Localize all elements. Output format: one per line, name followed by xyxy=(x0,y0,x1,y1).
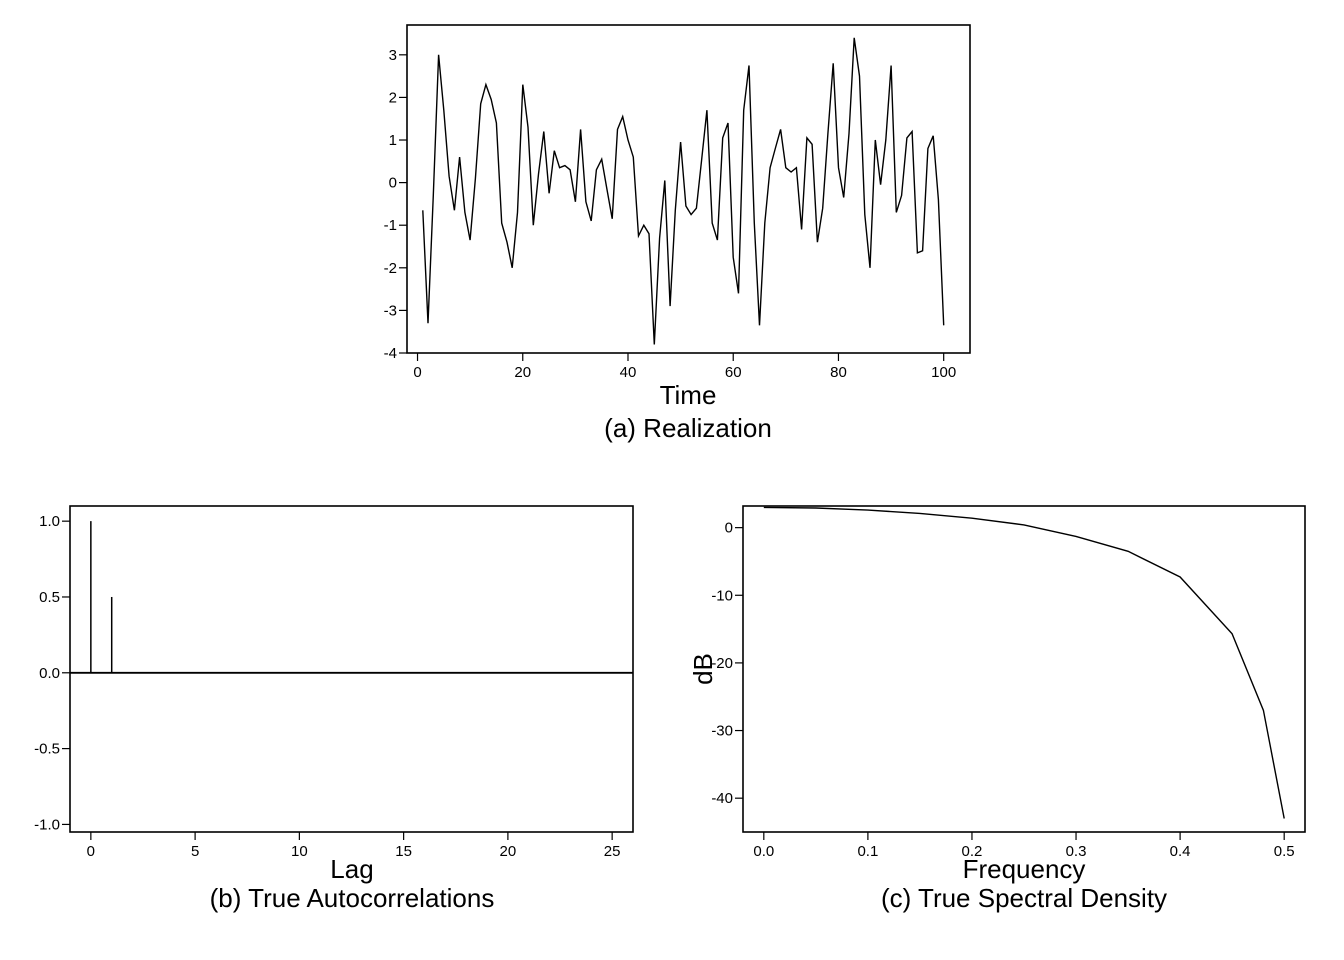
autocorrelation-x-tick-label: 20 xyxy=(500,843,517,860)
realization-x-tick-label: 100 xyxy=(931,364,956,381)
spectral-density-y-tick-label: -20 xyxy=(711,655,733,672)
realization-y-tick-label: 2 xyxy=(389,89,397,106)
realization-y-tick-label: -2 xyxy=(384,260,397,277)
spectral-density-caption: (c) True Spectral Density xyxy=(881,883,1167,913)
autocorrelation-y-tick-label: -0.5 xyxy=(34,741,60,758)
realization-series-line xyxy=(422,37,945,345)
spectral-density-y-tick-label: -40 xyxy=(711,790,733,807)
spectral-density-x-ticks: 0.0 0.1 0.2 0.3 0.4 0.5 xyxy=(753,832,1295,860)
spectral-density-x-tick-label: 0.1 xyxy=(857,843,878,860)
autocorrelation-x-tick-label: 10 xyxy=(291,843,308,860)
realization-x-tick-label: 0 xyxy=(413,364,421,381)
realization-caption: (a) Realization xyxy=(604,413,772,443)
spectral-density-y-axis-label: dB xyxy=(688,653,718,685)
spectral-density-x-tick-label: 0.2 xyxy=(962,843,983,860)
autocorrelation-x-ticks: 0 5 10 15 20 25 xyxy=(87,832,621,860)
spectral-density-curve xyxy=(763,506,1285,819)
autocorrelation-y-tick-label: 1.0 xyxy=(39,513,60,530)
spectral-density-y-ticks: 0 -10 -20 -30 -40 xyxy=(711,520,743,807)
autocorrelation-plot-frame xyxy=(69,505,634,833)
spectral-density-x-tick-label: 0.3 xyxy=(1066,843,1087,860)
realization-x-tick-label: 20 xyxy=(514,364,531,381)
realization-y-tick-label: 3 xyxy=(389,47,397,64)
realization-x-axis-label: Time xyxy=(660,380,717,410)
spectral-density-x-axis-label: Frequency xyxy=(963,854,1086,884)
realization-y-tick-label: -3 xyxy=(384,302,397,319)
realization-y-tick-label: -4 xyxy=(384,345,397,362)
autocorrelation-x-tick-label: 15 xyxy=(395,843,412,860)
autocorrelation-x-tick-label: 25 xyxy=(604,843,621,860)
realization-x-ticks: 0 20 40 60 80 100 xyxy=(413,353,956,381)
realization-plot-frame xyxy=(406,24,971,354)
spectral-density-y-tick-label: -10 xyxy=(711,587,733,604)
autocorrelation-x-axis-label: Lag xyxy=(330,854,373,884)
autocorrelation-y-tick-label: 0.0 xyxy=(39,665,60,682)
spectral-density-x-tick-label: 0.4 xyxy=(1170,843,1191,860)
spectral-density-panel: 0.0 0.1 0.2 0.3 0.4 0.5 0 -10 -20 -30 -40 Frequen… xyxy=(688,505,1306,913)
spectral-density-x-tick-label: 0.5 xyxy=(1274,843,1295,860)
autocorrelation-x-tick-label: 5 xyxy=(191,843,199,860)
autocorrelation-panel: 0 5 10 15 20 25 1.0 0.5 0.0 -0.5 -1.0 Lag (b) Tru… xyxy=(34,505,634,913)
autocorrelation-y-tick-label: 0.5 xyxy=(39,589,60,606)
spectral-density-x-tick-label: 0.0 xyxy=(753,843,774,860)
autocorrelation-caption: (b) True Autocorrelations xyxy=(210,883,495,913)
realization-y-tick-label: 1 xyxy=(389,132,397,149)
autocorrelation-y-ticks: 1.0 0.5 0.0 -0.5 -1.0 xyxy=(34,513,70,833)
autocorrelation-x-tick-label: 0 xyxy=(87,843,95,860)
autocorrelation-y-tick-label: -1.0 xyxy=(34,816,60,833)
spectral-density-y-tick-label: -30 xyxy=(711,723,733,740)
realization-x-tick-label: 40 xyxy=(620,364,637,381)
realization-y-tick-label: -1 xyxy=(384,217,397,234)
spectral-density-plot-frame xyxy=(742,505,1306,833)
autocorrelation-bars xyxy=(90,521,113,673)
realization-x-tick-label: 60 xyxy=(725,364,742,381)
realization-panel: 0 20 40 60 80 100 3 2 1 0 -1 -2 -3 -4 Time (a) Reali… xyxy=(384,24,971,443)
realization-y-ticks: 3 2 1 0 -1 -2 -3 -4 xyxy=(384,47,407,362)
realization-x-tick-label: 80 xyxy=(830,364,847,381)
spectral-density-y-tick-label: 0 xyxy=(725,520,733,537)
realization-y-tick-label: 0 xyxy=(389,175,397,192)
